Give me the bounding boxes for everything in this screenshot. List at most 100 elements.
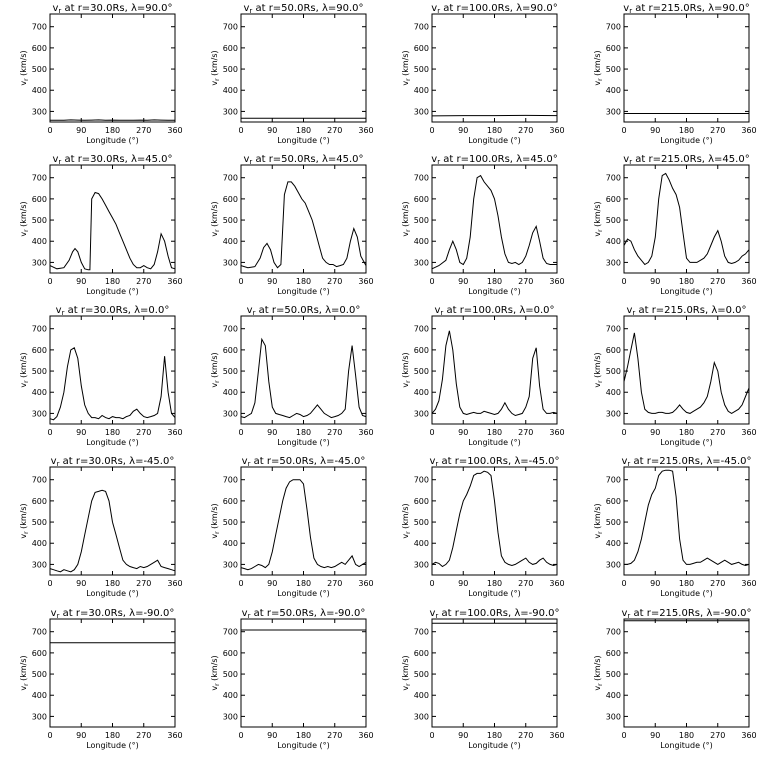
x-tick-label: 0 bbox=[47, 126, 52, 135]
x-tick-label: 0 bbox=[47, 731, 52, 740]
x-tick-label: 360 bbox=[549, 277, 564, 286]
chart-title: vr at r=100.0Rs, λ=90.0° bbox=[431, 3, 557, 15]
y-tick-label: 700 bbox=[606, 174, 621, 183]
chart-title: vr at r=50.0Rs, λ=-90.0° bbox=[242, 608, 366, 620]
y-tick-label: 500 bbox=[414, 518, 429, 527]
series-line bbox=[431, 174, 557, 270]
plot-frame bbox=[240, 618, 367, 728]
chart-panel-16: vr at r=215.0Rs, λ=-45.0° 0 90 180 270 360 300… bbox=[593, 456, 757, 598]
y-tick-label: 600 bbox=[223, 497, 238, 506]
x-tick-label: 270 bbox=[710, 428, 725, 437]
plot-frame bbox=[623, 466, 750, 576]
y-tick-label: 400 bbox=[223, 237, 238, 246]
x-tick-label: 180 bbox=[105, 428, 120, 437]
y-axis-label: vr (km/s) bbox=[593, 201, 604, 236]
series-line bbox=[431, 470, 558, 568]
x-tick-label: 90 bbox=[458, 126, 468, 135]
x-tick-label: 0 bbox=[238, 579, 243, 588]
plot-frame bbox=[623, 315, 750, 425]
y-tick-label: 700 bbox=[414, 23, 429, 32]
y-tick-label: 300 bbox=[606, 409, 621, 418]
y-tick-label: 500 bbox=[414, 367, 429, 376]
x-tick-label: 0 bbox=[238, 428, 243, 437]
x-tick-label: 180 bbox=[487, 277, 502, 286]
x-axis-label: Longitude (°) bbox=[277, 589, 330, 598]
x-tick-label: 0 bbox=[47, 428, 52, 437]
chart-panel-14: vr at r=50.0Rs, λ=-45.0° 0 90 180 270 360 300 4… bbox=[210, 456, 374, 598]
x-tick-label: 90 bbox=[458, 428, 468, 437]
x-tick-label: 270 bbox=[710, 126, 725, 135]
y-tick-label: 300 bbox=[414, 107, 429, 116]
y-axis-label: vr (km/s) bbox=[593, 503, 604, 538]
x-tick-label: 90 bbox=[76, 277, 86, 286]
x-axis-label: Longitude (°) bbox=[660, 589, 713, 598]
x-tick-label: 90 bbox=[76, 731, 86, 740]
y-tick-label: 600 bbox=[223, 44, 238, 53]
y-tick-label: 500 bbox=[223, 367, 238, 376]
plot-frame bbox=[240, 315, 367, 425]
series-line bbox=[623, 172, 750, 266]
x-tick-label: 180 bbox=[296, 579, 311, 588]
y-tick-label: 400 bbox=[414, 691, 429, 700]
x-tick-label: 90 bbox=[267, 126, 277, 135]
y-tick-label: 600 bbox=[223, 346, 238, 355]
y-tick-label: 700 bbox=[606, 325, 621, 334]
y-tick-label: 500 bbox=[223, 65, 238, 74]
x-tick-label: 270 bbox=[327, 126, 342, 135]
x-tick-label: 0 bbox=[621, 277, 626, 286]
chart-title: vr at r=100.0Rs, λ=45.0° bbox=[431, 154, 557, 166]
x-tick-label: 270 bbox=[518, 579, 533, 588]
y-tick-label: 600 bbox=[606, 649, 621, 658]
x-tick-label: 0 bbox=[621, 428, 626, 437]
x-tick-label: 180 bbox=[679, 579, 694, 588]
y-tick-label: 700 bbox=[32, 628, 47, 637]
x-tick-label: 0 bbox=[238, 731, 243, 740]
x-tick-label: 90 bbox=[267, 428, 277, 437]
y-tick-label: 700 bbox=[32, 325, 47, 334]
x-tick-label: 90 bbox=[650, 428, 660, 437]
x-tick-label: 90 bbox=[76, 579, 86, 588]
series-line bbox=[240, 479, 367, 571]
x-tick-label: 360 bbox=[549, 428, 564, 437]
y-axis-label: vr (km/s) bbox=[210, 352, 221, 387]
y-axis-label: vr (km/s) bbox=[19, 503, 30, 538]
y-tick-label: 700 bbox=[32, 174, 47, 183]
chart-title: vr at r=215.0Rs, λ=-90.0° bbox=[621, 608, 751, 620]
y-tick-label: 700 bbox=[223, 476, 238, 485]
y-tick-label: 400 bbox=[414, 86, 429, 95]
x-tick-label: 270 bbox=[327, 579, 342, 588]
y-tick-label: 600 bbox=[223, 195, 238, 204]
y-tick-label: 700 bbox=[414, 325, 429, 334]
x-tick-label: 0 bbox=[621, 731, 626, 740]
y-tick-label: 400 bbox=[32, 86, 47, 95]
x-tick-label: 90 bbox=[458, 277, 468, 286]
x-tick-label: 270 bbox=[136, 731, 151, 740]
plot-frame bbox=[431, 466, 558, 576]
y-axis-label: vr (km/s) bbox=[19, 50, 30, 85]
x-tick-label: 0 bbox=[429, 731, 434, 740]
x-tick-label: 90 bbox=[76, 126, 86, 135]
x-axis-label: Longitude (°) bbox=[86, 741, 139, 750]
y-tick-label: 300 bbox=[223, 258, 238, 267]
x-tick-label: 270 bbox=[136, 428, 151, 437]
x-axis-label: Longitude (°) bbox=[86, 287, 139, 296]
chart-title: vr at r=30.0Rs, λ=45.0° bbox=[52, 154, 172, 166]
chart-panel-13: vr at r=30.0Rs, λ=-45.0° 0 90 180 270 360 300 4… bbox=[19, 456, 183, 598]
y-tick-label: 400 bbox=[223, 388, 238, 397]
y-tick-label: 400 bbox=[606, 691, 621, 700]
plot-frame bbox=[431, 164, 558, 274]
x-tick-label: 90 bbox=[650, 126, 660, 135]
chart-title: vr at r=215.0Rs, λ=-45.0° bbox=[621, 456, 751, 468]
x-tick-label: 360 bbox=[741, 579, 756, 588]
y-tick-label: 300 bbox=[32, 258, 47, 267]
x-axis-label: Longitude (°) bbox=[468, 287, 521, 296]
x-tick-label: 0 bbox=[429, 428, 434, 437]
y-tick-label: 300 bbox=[223, 107, 238, 116]
y-axis-label: vr (km/s) bbox=[593, 352, 604, 387]
y-tick-label: 300 bbox=[32, 712, 47, 721]
chart-title: vr at r=100.0Rs, λ=-45.0° bbox=[429, 456, 559, 468]
x-tick-label: 180 bbox=[679, 126, 694, 135]
plot-frame bbox=[431, 13, 558, 123]
y-axis-label: vr (km/s) bbox=[401, 655, 412, 690]
y-tick-label: 500 bbox=[32, 670, 47, 679]
